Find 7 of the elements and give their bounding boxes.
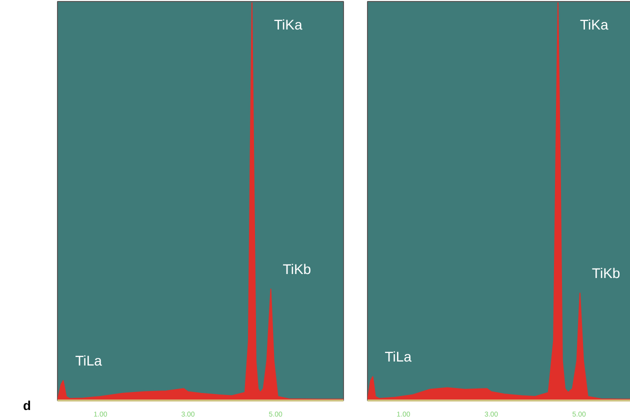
annotation: TiLa	[75, 352, 102, 369]
annotation: TiKa	[274, 16, 302, 33]
annotation: TiKa	[580, 16, 608, 33]
annotation: TiKb	[592, 265, 620, 282]
text: d	[23, 397, 31, 415]
annotation: TiKb	[282, 261, 312, 278]
annotation: TiLa	[384, 348, 412, 365]
